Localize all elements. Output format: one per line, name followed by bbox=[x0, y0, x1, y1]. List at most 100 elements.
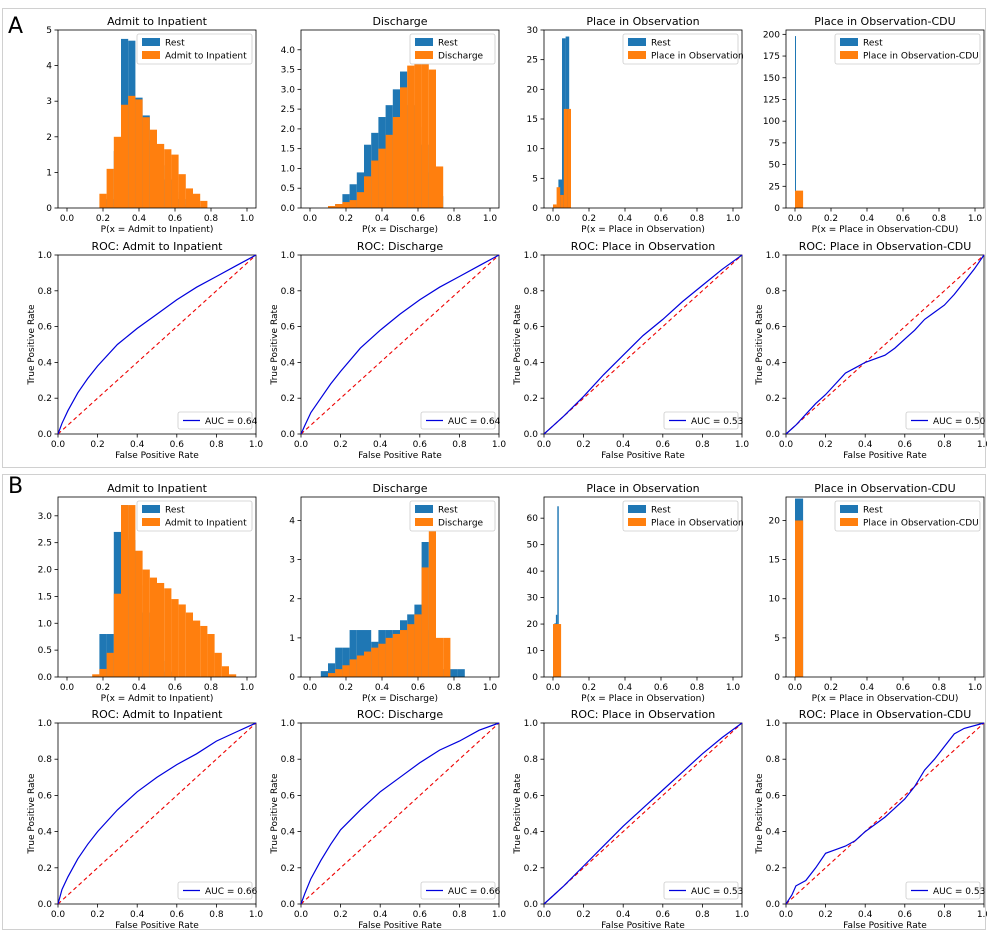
panel-b-chart-5-ylabel: True Positive Rate bbox=[270, 773, 280, 855]
panel-a-chart-1-bar-class-2 bbox=[342, 202, 350, 208]
panel-a-chart-7-ytick-label-2: 0.4 bbox=[766, 358, 781, 368]
panel-b-chart-2-legend-label-0: Rest bbox=[651, 506, 671, 516]
panel-b-chart-6-axes-frame bbox=[543, 722, 743, 905]
panel-b-chart-7-ytick-label-3: 0.6 bbox=[766, 791, 781, 801]
panel-b-chart-6-roc-curve bbox=[543, 722, 743, 905]
panel-b-chart-7-xtick-label-4: 0.8 bbox=[937, 910, 952, 920]
panel-a-chart-5-xlabel: False Positive Rate bbox=[358, 451, 442, 461]
panel-a-chart-5-diagonal bbox=[300, 254, 500, 435]
panel-b-chart-0-bar-class-19 bbox=[229, 674, 237, 677]
panel-b-chart-3-axes-frame bbox=[785, 496, 985, 678]
panel-b-chart-5-xtick-label-0: 0.0 bbox=[294, 910, 309, 920]
panel-a-chart-2-bar-class-4 bbox=[567, 108, 571, 208]
panel-b-chart-4-ytick-label-2: 0.4 bbox=[38, 828, 53, 838]
panel-a-chart-3-xtick-label-1: 0.2 bbox=[824, 214, 838, 224]
panel-b-chart-5-diagonal bbox=[300, 722, 500, 905]
panel-b-chart-5-xtick-label-1: 0.2 bbox=[333, 910, 347, 920]
panel-a-chart-2-ytick-label-5: 25 bbox=[527, 56, 538, 66]
panel-b-chart-1-legend-swatch-0 bbox=[415, 505, 433, 513]
panel-b-chart-0-xtick-label-4: 0.8 bbox=[204, 683, 219, 693]
panel-a-chart-1-ytick-label-0: 0.0 bbox=[281, 204, 296, 214]
panel-b-chart-5-auc-label: AUC = 0.66 bbox=[448, 887, 501, 897]
panel-a-chart-6-ytick-label-4: 0.8 bbox=[524, 287, 539, 297]
panel-b-chart-1-title: Discharge bbox=[372, 482, 427, 495]
panel-a-chart-1-bar-class-14 bbox=[428, 69, 436, 208]
panel-a-chart-0-bar-class-9 bbox=[164, 149, 172, 208]
panel-a-chart-0-ytick-label-2: 2 bbox=[46, 133, 52, 143]
panel-a-chart-2-xtick-label-4: 0.8 bbox=[690, 214, 705, 224]
panel-b-chart-0-bar-class-14 bbox=[193, 620, 201, 677]
panel-a-chart-1-ytick-label-5: 2.5 bbox=[281, 105, 295, 115]
panel-b-chart-4-ytick-label-4: 0.8 bbox=[38, 755, 53, 765]
panel-a-chart-4-ytick-label-3: 0.6 bbox=[38, 323, 53, 333]
panel-b-chart-5-xtick-label-5: 1.0 bbox=[492, 910, 507, 920]
panel-b-chart-6-diagonal bbox=[543, 722, 743, 905]
panel-b-chart-2-xtick-label-2: 0.4 bbox=[618, 683, 633, 693]
panel-b-chart-1-legend-label-0: Rest bbox=[438, 506, 458, 516]
panel-a-chart-2-xlabel: P(x = Place in Observation) bbox=[581, 225, 705, 235]
panel-a-chart-3-ytick-label-6: 150 bbox=[763, 74, 780, 84]
panel-a-chart-1-bar-class-12 bbox=[414, 37, 422, 209]
panel-a-chart-7-xlabel: False Positive Rate bbox=[843, 451, 927, 461]
panel-b-chart-1-legend-swatch-1 bbox=[415, 518, 433, 526]
panel-b-chart-1-xtick-label-0: 0.0 bbox=[303, 683, 318, 693]
panel-b-chart-7-ylabel: True Positive Rate bbox=[755, 773, 765, 855]
panel-b-chart-3-ytick-label-2: 10 bbox=[769, 595, 781, 605]
panel-a-chart-1-bar-class-9 bbox=[392, 117, 400, 208]
panel-b-chart-0-ytick-label-0: 0.0 bbox=[38, 673, 53, 683]
panel-b-chart-0-bar-class-17 bbox=[214, 652, 222, 677]
panel-a-chart-3-ytick-label-0: 0 bbox=[774, 204, 780, 214]
panel-a-chart-4-roc-curve bbox=[57, 254, 257, 435]
panel-a-chart-1-ytick-label-6: 3.0 bbox=[281, 85, 296, 95]
panel-a-chart-2-ytick-label-2: 10 bbox=[527, 145, 539, 155]
panel-a-chart-2-ytick-label-1: 5 bbox=[532, 174, 538, 184]
panel-a-chart-5-xtick-label-1: 0.2 bbox=[333, 440, 347, 450]
panel-a-chart-0-xtick-label-0: 0.0 bbox=[60, 214, 75, 224]
panel-b-chart-1-xtick-label-3: 0.6 bbox=[411, 683, 426, 693]
panel-b-chart-7-diagonal bbox=[785, 722, 985, 905]
panel-a-chart-1-xtick-label-1: 0.2 bbox=[339, 214, 353, 224]
panel-b-chart-6-xlabel: False Positive Rate bbox=[601, 921, 685, 931]
panel-a-chart-4-axes-frame bbox=[57, 254, 257, 435]
panel-b-chart-4-ytick-label-1: 0.2 bbox=[38, 864, 52, 874]
panel-b-chart-1-bar-class-7 bbox=[378, 643, 386, 677]
panel-a-chart-5-title: ROC: Discharge bbox=[357, 240, 444, 253]
panel-a-chart-3-legend-label-0: Rest bbox=[863, 39, 883, 49]
panel-b-chart-5-xtick-label-2: 0.4 bbox=[373, 910, 388, 920]
panel-a-chart-6-title: ROC: Place in Observation bbox=[571, 240, 715, 253]
panel-b-chart-1-axes-frame bbox=[300, 496, 500, 678]
panel-b-chart-5-title: ROC: Discharge bbox=[357, 708, 444, 721]
panel-b-chart-7-xtick-label-3: 0.6 bbox=[898, 910, 913, 920]
panel-b-chart-4-xtick-label-3: 0.6 bbox=[170, 910, 185, 920]
panel-a-chart-2-legend-swatch-1 bbox=[628, 51, 646, 59]
panel-a-chart-6-xtick-label-3: 0.6 bbox=[656, 440, 671, 450]
panel-a-chart-6-legend-box bbox=[663, 411, 739, 430]
panel-b-chart-2-legend-swatch-1 bbox=[628, 518, 646, 526]
panel-a-chart-0-bar-class-14 bbox=[200, 200, 208, 208]
panel-a-chart-3-ytick-label-4: 100 bbox=[763, 117, 780, 127]
panel-b-chart-1-bar-class-11 bbox=[407, 624, 415, 677]
panel-b-chart-4-ytick-label-3: 0.6 bbox=[38, 791, 53, 801]
panel-b-chart-1-ytick-label-4: 4 bbox=[289, 516, 295, 526]
panel-b-chart-2-xtick-label-5: 1.0 bbox=[726, 683, 741, 693]
panel-b-chart-1-xlabel: P(x = Discharge) bbox=[362, 694, 438, 704]
panel-a-chart-1-bar-class-4 bbox=[356, 192, 364, 208]
panel-a-chart-0-ytick-label-4: 4 bbox=[46, 62, 52, 72]
panel-a-chart-1-bar-class-10 bbox=[400, 87, 408, 208]
panel-a-chart-3-legend-box bbox=[834, 33, 981, 65]
panel-a-chart-1-title: Discharge bbox=[372, 15, 427, 28]
panel-a-chart-4-xlabel: False Positive Rate bbox=[115, 451, 199, 461]
panel-b-chart-6-ytick-label-3: 0.6 bbox=[524, 791, 539, 801]
panel-b-chart-0-legend-label-1: Admit to Inpatient bbox=[165, 519, 247, 529]
panel-a-chart-1-bar-class-3 bbox=[349, 200, 357, 208]
panel-b-chart-2-xtick-label-1: 0.2 bbox=[582, 683, 596, 693]
panel-b-chart-6-xtick-label-4: 0.8 bbox=[695, 910, 710, 920]
panel-a-chart-5-xtick-label-5: 1.0 bbox=[492, 440, 507, 450]
panel-a-chart-4-diagonal bbox=[57, 254, 257, 435]
panel-a-chart-7-xtick-label-2: 0.4 bbox=[858, 440, 873, 450]
panel-b-chart-1-bar-rest-0 bbox=[320, 671, 328, 677]
panel-a-chart-0-legend-label-1: Admit to Inpatient bbox=[165, 52, 247, 62]
panel-b-chart-4-xtick-label-4: 0.8 bbox=[209, 910, 224, 920]
panel-b-chart-3-bar-class-0 bbox=[795, 520, 804, 677]
